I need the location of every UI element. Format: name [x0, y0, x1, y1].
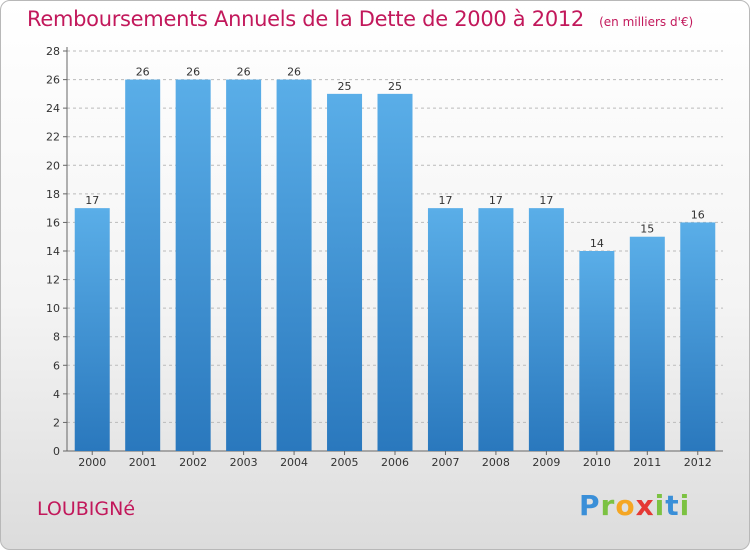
y-tick-label: 6 — [53, 359, 60, 372]
y-tick-label: 12 — [46, 274, 60, 287]
proxiti-logo[interactable]: Proxiti — [579, 489, 690, 522]
bar[interactable] — [629, 236, 665, 451]
y-tick-label: 24 — [46, 102, 60, 115]
logo-letter: t — [665, 489, 680, 522]
chart-title: Remboursements Annuels de la Dette de 20… — [27, 7, 584, 31]
data-label: 25 — [388, 80, 402, 93]
logo-letter: i — [679, 489, 691, 522]
bar[interactable] — [377, 93, 413, 451]
logo-letter: r — [600, 489, 616, 522]
data-label: 17 — [438, 194, 452, 207]
y-tick-label: 2 — [53, 416, 60, 429]
logo-letter: i — [654, 489, 666, 522]
title-row: Remboursements Annuels de la Dette de 20… — [27, 7, 693, 31]
y-tick-label: 22 — [46, 131, 60, 144]
data-label: 16 — [691, 208, 705, 221]
x-tick-label: 2004 — [280, 456, 308, 469]
data-label: 17 — [539, 194, 553, 207]
bar[interactable] — [125, 79, 161, 452]
bar[interactable] — [226, 79, 262, 452]
bar[interactable] — [427, 208, 463, 451]
data-label: 26 — [287, 66, 301, 79]
x-tick-label: 2005 — [331, 456, 359, 469]
x-tick-label: 2009 — [532, 456, 560, 469]
data-label: 17 — [489, 194, 503, 207]
data-label: 26 — [186, 66, 200, 79]
data-label: 26 — [136, 66, 150, 79]
data-label: 17 — [85, 194, 99, 207]
commune-name: LOUBIGNé — [37, 498, 136, 520]
data-label: 26 — [237, 66, 251, 79]
bar[interactable] — [579, 251, 615, 451]
logo-letter: x — [635, 489, 655, 522]
y-tick-label: 26 — [46, 74, 60, 87]
y-tick-label: 16 — [46, 216, 60, 229]
chart-subtitle: (en milliers d'€) — [599, 15, 694, 29]
x-tick-label: 2010 — [583, 456, 611, 469]
bar[interactable] — [478, 208, 514, 451]
y-tick-label: 28 — [46, 45, 60, 58]
bar[interactable] — [680, 222, 716, 451]
y-tick-label: 18 — [46, 188, 60, 201]
logo-letter: o — [615, 489, 636, 522]
x-tick-label: 2002 — [179, 456, 207, 469]
bar[interactable] — [528, 208, 564, 451]
x-tick-label: 2001 — [129, 456, 157, 469]
bar[interactable] — [276, 79, 312, 452]
y-tick-label: 4 — [53, 388, 60, 401]
bars — [74, 79, 716, 452]
data-label: 25 — [338, 80, 352, 93]
y-tick-label: 8 — [53, 331, 60, 344]
x-tick-label: 2006 — [381, 456, 409, 469]
y-tick-label: 10 — [46, 302, 60, 315]
bar[interactable] — [327, 93, 363, 451]
x-tick-label: 2012 — [684, 456, 712, 469]
x-tick-label: 2003 — [230, 456, 258, 469]
y-tick-label: 14 — [46, 245, 60, 258]
bar[interactable] — [175, 79, 211, 452]
y-tick-label: 0 — [53, 445, 60, 458]
x-tick-label: 2000 — [78, 456, 106, 469]
x-tick-label: 2008 — [482, 456, 510, 469]
data-label: 14 — [590, 237, 604, 250]
x-tick-label: 2011 — [633, 456, 661, 469]
labels: 0246810121416182022242628172000262001262… — [46, 45, 712, 469]
y-tick-label: 20 — [46, 159, 60, 172]
logo-letter: P — [579, 489, 601, 522]
data-label: 15 — [640, 223, 654, 236]
bar[interactable] — [74, 208, 110, 451]
x-tick-label: 2007 — [431, 456, 459, 469]
